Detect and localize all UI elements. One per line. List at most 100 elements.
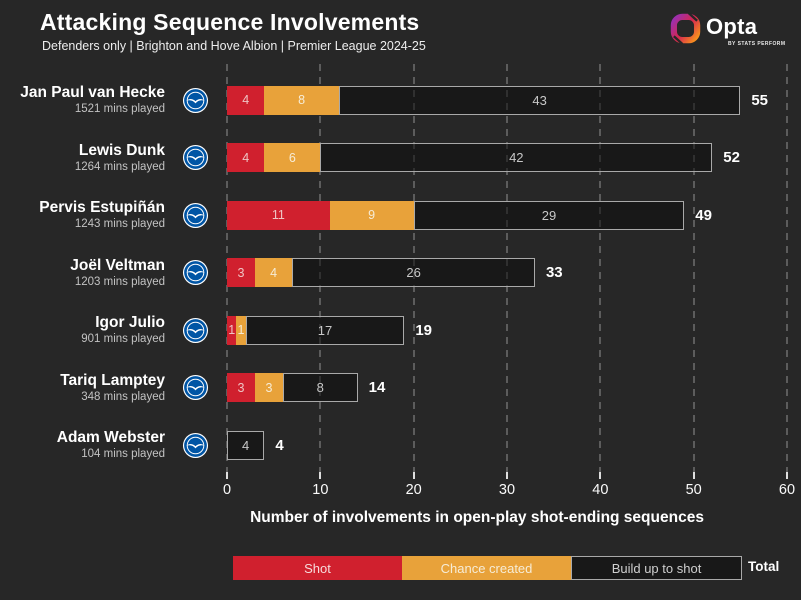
- brighton-club-badge-icon: [182, 374, 209, 401]
- player-mins-played: 1243 mins played: [74, 218, 165, 230]
- total-value: 52: [723, 149, 740, 166]
- player-name: Lewis Dunk: [78, 141, 165, 159]
- player-row: Igor Julio 901 mins played 1 1 17 19: [0, 301, 801, 359]
- stacked-bar: 3 3 8 14: [227, 373, 385, 402]
- build-up-segment: 8: [282, 373, 358, 402]
- x-tick-label-10: 10: [312, 482, 329, 498]
- player-name: Adam Webster: [56, 429, 165, 446]
- brighton-club-badge-icon: [182, 317, 209, 343]
- player-mins-played: 1521 mins played: [74, 103, 165, 115]
- brighton-club-badge-icon: [182, 144, 209, 171]
- chance-created-value: 9: [368, 208, 376, 222]
- shot-value: 4: [242, 150, 250, 165]
- player-row: Lewis Dunk 1264 mins played 4 6 42 52: [0, 129, 801, 187]
- total-value: 19: [415, 321, 432, 339]
- shot-value: 3: [237, 265, 245, 280]
- legend: Shot Chance created Build up to shot: [233, 556, 742, 580]
- build-up-value: 43: [532, 92, 547, 108]
- build-up-value: 42: [509, 150, 524, 165]
- brighton-club-badge-icon: [182, 87, 209, 113]
- x-tick-label-60: 60: [778, 482, 796, 498]
- build-up-segment: 43: [338, 85, 741, 115]
- chance-created-value: 3: [265, 380, 273, 395]
- chance-created-segment: 4: [254, 258, 293, 287]
- chance-created-value: 6: [288, 150, 296, 165]
- total-value: 4: [275, 436, 284, 454]
- x-tick-label-40: 40: [592, 482, 609, 498]
- x-tick-label-50: 50: [685, 482, 702, 498]
- chance-created-value: 1: [237, 323, 245, 337]
- player-mins-played: 1264 mins played: [74, 160, 165, 173]
- chance-created-value: 8: [298, 93, 306, 107]
- x-axis-label: Number of involvements in open-play shot…: [250, 509, 704, 526]
- build-up-segment: 26: [292, 258, 535, 287]
- chance-created-segment: 9: [329, 200, 414, 230]
- build-up-segment: 29: [413, 200, 685, 230]
- shot-segment: 3: [227, 373, 255, 402]
- player-name: Tariq Lamptey: [60, 371, 165, 389]
- build-up-value: 17: [317, 322, 333, 338]
- opta-logo: Opta BY STATS PERFORM: [670, 12, 790, 56]
- shot-segment: 4: [227, 143, 265, 172]
- chance-created-segment: 8: [264, 85, 339, 115]
- player-name: Pervis Estupiñán: [39, 199, 165, 216]
- legend-build-up: Build up to shot: [571, 556, 742, 580]
- x-tick-label-30: 30: [498, 482, 516, 498]
- total-value: 33: [545, 264, 563, 281]
- build-up-value: 8: [316, 380, 324, 395]
- legend-chance-created: Chance created: [402, 556, 571, 580]
- shot-segment: 1: [227, 315, 237, 345]
- build-up-value: 4: [242, 437, 250, 453]
- x-tick-60: [785, 472, 788, 479]
- player-name: Joël Veltman: [70, 256, 165, 274]
- player-mins-played: 104 mins played: [81, 448, 165, 460]
- shot-segment: 11: [227, 200, 330, 230]
- chance-created-segment: 1: [236, 315, 246, 345]
- x-tick-label-0: 0: [222, 482, 232, 498]
- x-tick-40: [599, 472, 602, 479]
- legend-total-label: Total: [748, 559, 780, 574]
- brighton-club-badge-icon: [182, 432, 209, 458]
- stacked-bar: 1 1 17 19: [227, 315, 432, 345]
- shot-value: 1: [228, 323, 236, 337]
- player-row: Adam Webster 104 mins played 4 4: [0, 416, 801, 474]
- build-up-value: 26: [406, 265, 421, 280]
- gridline-x-50: [692, 64, 695, 478]
- player-row: Tariq Lamptey 348 mins played 3 3 8 14: [0, 359, 801, 417]
- chance-created-segment: 6: [264, 143, 321, 172]
- stacked-bar: 4 4: [227, 430, 284, 460]
- chance-created-segment: 3: [254, 373, 283, 402]
- shot-segment: 3: [227, 258, 255, 287]
- total-value: 49: [695, 206, 712, 224]
- x-tick-20: [412, 472, 415, 479]
- build-up-segment: 17: [245, 315, 405, 345]
- x-tick-label-20: 20: [405, 482, 422, 498]
- player-mins-played: 901 mins played: [81, 333, 165, 345]
- total-value: 14: [368, 379, 386, 396]
- player-name: Igor Julio: [95, 314, 165, 331]
- stacked-bar: 4 6 42 52: [227, 143, 740, 172]
- shot-value: 11: [271, 208, 285, 222]
- player-mins-played: 348 mins played: [81, 390, 165, 403]
- stacked-bar: 4 8 43 55: [227, 85, 768, 115]
- build-up-segment: 42: [320, 143, 713, 172]
- x-tick-50: [692, 472, 695, 479]
- player-mins-played: 1203 mins played: [74, 275, 165, 288]
- stacked-bar: 11 9 29 49: [227, 200, 712, 230]
- gridline-x-60: [785, 64, 788, 478]
- opta-brand-subtext: BY STATS PERFORM: [728, 41, 786, 47]
- stacked-bar: 3 4 26 33: [227, 258, 563, 287]
- gridline-x-40: [599, 64, 602, 478]
- x-tick-10: [319, 472, 322, 479]
- build-up-segment: 4: [227, 430, 265, 460]
- shot-value: 4: [242, 93, 250, 107]
- total-value: 55: [751, 91, 768, 109]
- legend-shot: Shot: [233, 556, 402, 580]
- opta-brand-icon: [670, 13, 701, 44]
- player-row: Joël Veltman 1203 mins played 3 4 26 33: [0, 244, 801, 302]
- x-tick-0: [226, 472, 228, 479]
- player-name: Jan Paul van Hecke: [20, 84, 165, 101]
- chance-created-value: 4: [270, 265, 278, 280]
- player-row: Jan Paul van Hecke 1521 mins played 4 8 …: [0, 71, 801, 129]
